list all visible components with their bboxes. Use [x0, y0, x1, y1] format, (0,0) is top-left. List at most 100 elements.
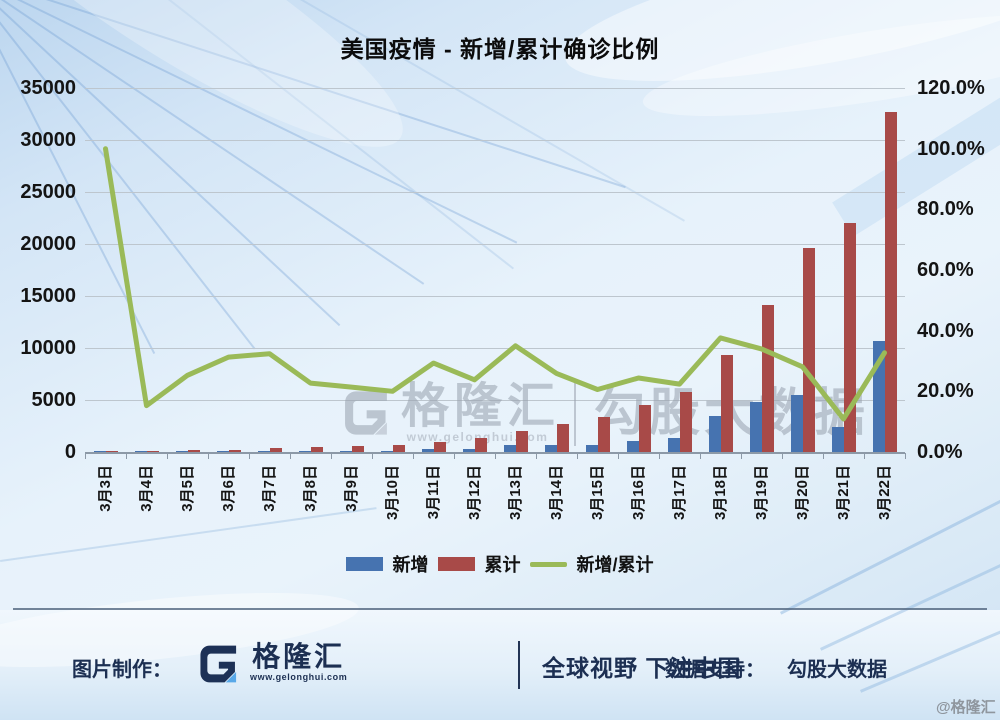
gridline: [85, 244, 905, 245]
x-axis-label-3月17日: 3月17日: [670, 465, 688, 521]
bar-累计-3月3日: [105, 450, 118, 452]
ratio-line: [103, 146, 887, 422]
gridline: [85, 88, 905, 89]
y-axis-right-tick: 0.0%: [917, 441, 963, 463]
y-axis-left-tick: 25000: [20, 181, 76, 203]
bar-累计-3月6日: [228, 449, 241, 452]
x-axis-tick: [85, 453, 86, 459]
footer-site: www.gelonghui.com: [250, 672, 348, 682]
x-axis-label-3月4日: 3月4日: [137, 465, 155, 512]
copyright-credit: @格隆汇: [936, 699, 996, 716]
x-axis-label-3月9日: 3月9日: [342, 465, 360, 512]
x-axis-label-3月16日: 3月16日: [629, 465, 647, 521]
y-axis-right-tick: 40.0%: [917, 319, 974, 342]
x-axis-label-3月14日: 3月14日: [547, 465, 565, 521]
x-axis-tick: [126, 453, 127, 459]
x-axis-label-3月6日: 3月6日: [219, 465, 237, 512]
chart-title: 美国疫情 - 新增/累计确诊比例: [340, 36, 660, 62]
gridline: [85, 348, 905, 349]
x-axis-tick: [700, 453, 701, 459]
y-axis-right-tick: 20.0%: [917, 380, 974, 403]
bar-新增-3月7日: [257, 450, 270, 452]
y-axis-left-tick: 35000: [20, 77, 76, 99]
x-axis-tick: [864, 453, 865, 459]
x-axis-tick: [741, 453, 742, 459]
bar-新增-3月12日: [462, 448, 475, 452]
bar-累计-3月14日: [556, 423, 569, 452]
x-axis-tick: [495, 453, 496, 459]
bar-累计-3月21日: [843, 223, 856, 452]
bar-累计-3月19日: [761, 305, 774, 452]
gelonghui-logo-icon: [200, 645, 237, 683]
legend-item-新增/累计: 新增/累计: [530, 551, 654, 577]
x-axis-label-3月13日: 3月13日: [506, 465, 524, 521]
bar-新增-3月11日: [421, 448, 434, 452]
x-axis-tick: [782, 453, 783, 459]
x-axis-tick: [249, 453, 250, 459]
y-axis-right-tick: 80.0%: [917, 198, 974, 221]
footer: 图片制作： 格隆汇 www.gelonghui.com 全球视野 下注中国 数据…: [0, 638, 1000, 696]
bar-新增-3月13日: [503, 444, 516, 452]
x-axis-tick: [454, 453, 455, 459]
bar-累计-3月8日: [310, 447, 323, 452]
legend-bar-swatch: [346, 557, 384, 571]
y-axis-left-tick: 30000: [20, 129, 76, 151]
footer-brand: 格隆汇: [252, 641, 346, 672]
legend: 新增 累计 新增/累计: [0, 551, 1000, 577]
bar-新增-3月16日: [626, 440, 639, 452]
gridline: [85, 192, 905, 193]
bar-累计-3月10日: [392, 444, 405, 452]
bar-累计-3月5日: [187, 450, 200, 452]
gelonghui-logo-watermark-icon: [345, 391, 387, 435]
x-axis-label-3月19日: 3月19日: [752, 465, 770, 521]
legend-label: 累计: [484, 555, 521, 575]
bar-新增-3月3日: [93, 450, 106, 452]
bar-新增-3月18日: [708, 415, 721, 452]
y-axis-left-tick: 0: [64, 441, 76, 463]
data-support-label: 数据支持：: [665, 659, 765, 681]
y-axis-right-tick: 60.0%: [917, 259, 974, 281]
bar-新增-3月15日: [585, 444, 598, 452]
bar-累计-3月16日: [638, 405, 651, 452]
bar-累计-3月9日: [351, 446, 364, 452]
footer-slogan: 全球视野 下注中国: [542, 655, 742, 681]
x-axis-label-3月12日: 3月12日: [465, 465, 483, 521]
x-axis-tick: [823, 453, 824, 459]
data-support-brand: 勾股大数据: [787, 659, 887, 681]
bar-累计-3月15日: [597, 416, 610, 452]
legend-item-新增: 新增: [346, 551, 428, 577]
bar-新增-3月9日: [339, 450, 352, 452]
bar-累计-3月12日: [474, 438, 487, 452]
watermark-brand: 格隆汇: [401, 380, 561, 433]
bar-累计-3月13日: [515, 431, 528, 452]
y-axis-left-tick: 15000: [20, 285, 76, 307]
made-by-label: 图片制作：: [72, 659, 172, 681]
bar-新增-3月4日: [134, 451, 147, 452]
x-axis-label-3月10日: 3月10日: [383, 465, 401, 521]
x-axis-tick: [208, 453, 209, 459]
x-axis-tick: [905, 453, 906, 459]
x-axis-tick: [290, 453, 291, 459]
bar-新增-3月17日: [667, 438, 680, 452]
bar-累计-3月4日: [146, 450, 159, 452]
x-axis-label-3月7日: 3月7日: [260, 465, 278, 512]
x-axis-tick: [413, 453, 414, 459]
y-axis-right-tick: 120.0%: [917, 77, 985, 99]
y-axis-left-tick: 20000: [20, 233, 76, 255]
bar-新增-3月20日: [790, 394, 803, 452]
x-axis-tick: [618, 453, 619, 459]
x-axis-tick: [536, 453, 537, 459]
footer-divider: [518, 641, 520, 689]
x-axis-tick: [372, 453, 373, 459]
legend-label: 新增/累计: [576, 555, 654, 575]
gridline: [85, 140, 905, 141]
bar-累计-3月11日: [433, 441, 446, 452]
bar-累计-3月20日: [802, 248, 815, 452]
x-axis-label-3月22日: 3月22日: [875, 465, 893, 521]
bar-累计-3月22日: [884, 111, 897, 452]
x-axis-label-3月20日: 3月20日: [793, 465, 811, 521]
watermark-divider: [574, 382, 577, 446]
gridline: [85, 296, 905, 297]
gridline: [85, 400, 905, 401]
